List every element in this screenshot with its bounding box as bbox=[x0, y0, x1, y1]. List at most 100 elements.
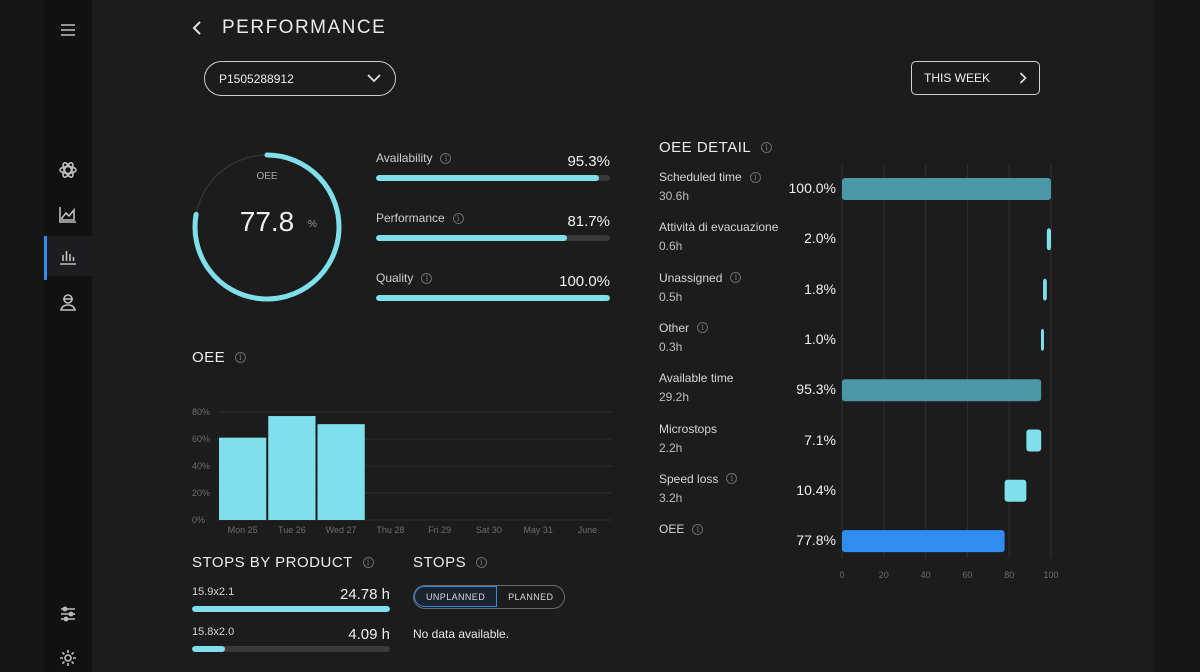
main-content: PERFORMANCE P1505288912 THIS WEEK OEE 77… bbox=[92, 0, 1154, 672]
oee-detail-title: OEE DETAIL i bbox=[659, 139, 773, 156]
tab-unplanned[interactable]: UNPLANNED bbox=[414, 586, 498, 607]
info-icon[interactable]: i bbox=[726, 473, 738, 485]
menu-button[interactable] bbox=[44, 10, 92, 50]
sidebar-item-bar-chart[interactable] bbox=[44, 236, 92, 280]
detail-percent: 77.8% bbox=[796, 532, 836, 549]
detail-bar bbox=[1004, 479, 1027, 502]
detail-hours: 2.2h bbox=[659, 440, 683, 455]
stops-by-product-title-text: STOPS BY PRODUCT bbox=[192, 554, 353, 571]
detail-percent: 95.3% bbox=[796, 381, 836, 398]
oee-gauge-value: 77.8 bbox=[239, 206, 295, 237]
chevron-right-icon bbox=[1019, 72, 1027, 84]
oee-x-tick-label: Tue 26 bbox=[278, 525, 306, 535]
oee-bar bbox=[268, 416, 316, 520]
info-icon[interactable]: i bbox=[749, 171, 761, 183]
oee-x-tick-label: May 31 bbox=[523, 525, 553, 535]
info-icon[interactable]: i bbox=[692, 523, 704, 535]
metric-label-text: Quality bbox=[376, 271, 414, 285]
sidebar-item-atom[interactable] bbox=[44, 150, 92, 190]
info-icon[interactable]: i bbox=[730, 272, 742, 284]
oee-x-tick-label: Wed 27 bbox=[326, 525, 357, 535]
metric-performance: Performance i 81.7% bbox=[376, 211, 610, 261]
metric-label-text: Performance bbox=[376, 211, 445, 225]
period-label: THIS WEEK bbox=[924, 71, 991, 85]
product-stop-track bbox=[192, 606, 390, 612]
chevron-down-icon bbox=[367, 74, 381, 83]
oee-bar bbox=[219, 437, 267, 520]
detail-label-text: Available time bbox=[659, 371, 734, 386]
device-frame-right bbox=[1154, 0, 1200, 672]
oee-bar bbox=[317, 424, 365, 520]
sidebar-item-settings[interactable] bbox=[44, 638, 92, 672]
detail-label-text: OEE bbox=[659, 522, 685, 537]
detail-label: Speed loss i bbox=[659, 472, 738, 486]
oee-detail-row: OEE i bbox=[659, 522, 839, 562]
detail-percent: 100.0% bbox=[788, 180, 836, 196]
info-icon[interactable]: i bbox=[235, 352, 247, 363]
oee-y-tick-label: 60% bbox=[192, 434, 210, 444]
sidebar-item-operator[interactable] bbox=[44, 282, 92, 322]
metric-availability: Availability i 95.3% bbox=[376, 151, 610, 201]
stops-type-toggle: UNPLANNED PLANNED bbox=[413, 585, 566, 609]
detail-bar bbox=[1026, 429, 1042, 452]
bar-chart-icon bbox=[60, 251, 76, 265]
info-icon[interactable]: i bbox=[697, 322, 709, 334]
sliders-icon bbox=[61, 606, 75, 622]
info-icon[interactable]: i bbox=[421, 272, 433, 284]
machine-select[interactable]: P1505288912 bbox=[204, 61, 396, 96]
product-stop-row[interactable]: 15.8x2.0 4.09 h bbox=[192, 626, 390, 662]
device-frame-left bbox=[0, 0, 44, 672]
product-stop-row[interactable]: 15.9x2.1 24.78 h bbox=[192, 586, 390, 622]
back-button[interactable] bbox=[192, 14, 206, 42]
info-icon[interactable]: i bbox=[362, 557, 374, 568]
detail-bar bbox=[842, 379, 1042, 402]
sidebar-item-sliders[interactable] bbox=[44, 594, 92, 634]
metric-value: 100.0% bbox=[559, 273, 610, 290]
info-icon[interactable]: i bbox=[761, 142, 773, 153]
detail-percent: 10.4% bbox=[796, 481, 836, 498]
sidebar bbox=[44, 0, 92, 672]
oee-y-tick-label: 40% bbox=[192, 461, 210, 471]
oee-y-tick-label: 0% bbox=[192, 515, 205, 525]
sidebar-item-area-chart[interactable] bbox=[44, 194, 92, 234]
metric-label: Availability i bbox=[376, 151, 452, 165]
metric-label: Quality i bbox=[376, 271, 433, 285]
oee-detail-row: Microstops 2.2h bbox=[659, 422, 839, 462]
oee-detail-row: Speed loss i 3.2h bbox=[659, 472, 839, 512]
detail-hours: 0.3h bbox=[659, 339, 683, 354]
tab-planned[interactable]: PLANNED bbox=[508, 591, 554, 602]
detail-label: Other i bbox=[659, 320, 709, 335]
oee-x-tick-label: Fri 29 bbox=[428, 525, 451, 535]
detail-label: Attività di evacuazione bbox=[659, 220, 778, 234]
oee-bar-chart: 0% 20% 40% 60% 80% Mon 25 Tue 26 Wed 27 Thu 28 Fr… bbox=[192, 407, 612, 535]
metric-fill bbox=[376, 235, 568, 241]
oee-detail-chart: 0 20 40 60 80 100 bbox=[839, 164, 1059, 580]
detail-bar bbox=[1043, 278, 1047, 301]
detail-hours: 0.6h bbox=[659, 239, 683, 254]
oee-x-tick-label: Sat 30 bbox=[476, 525, 502, 535]
oee-gauge-unit: % bbox=[308, 219, 317, 230]
detail-label-text: Unassigned bbox=[659, 270, 723, 285]
oee-x-tick-label: June bbox=[578, 525, 598, 535]
detail-bar bbox=[1046, 228, 1051, 251]
oee-detail-row: Scheduled time i 30.6h bbox=[659, 170, 839, 210]
oee-x-tick-label: Mon 25 bbox=[228, 525, 258, 535]
detail-label: Microstops bbox=[659, 422, 717, 436]
period-button[interactable]: THIS WEEK bbox=[911, 61, 1040, 95]
info-icon[interactable]: i bbox=[452, 212, 464, 224]
detail-label-text: Other bbox=[659, 320, 690, 335]
metric-fill bbox=[376, 295, 610, 301]
detail-label-text: Attività di evacuazione bbox=[659, 220, 779, 235]
page-title: PERFORMANCE bbox=[222, 17, 387, 38]
detail-x-tick-label: 60 bbox=[962, 570, 972, 580]
product-stop-fill bbox=[192, 606, 390, 612]
product-stop-track bbox=[192, 646, 390, 652]
oee-y-tick-label: 20% bbox=[192, 488, 210, 498]
oee-detail-row: Attività di evacuazione 0.6h bbox=[659, 220, 839, 260]
info-icon[interactable]: i bbox=[476, 557, 488, 568]
info-icon[interactable]: i bbox=[440, 152, 452, 164]
oee-section-title-text: OEE bbox=[192, 349, 226, 366]
detail-bar bbox=[842, 530, 1005, 553]
hamburger-icon bbox=[61, 24, 75, 36]
detail-hours: 0.5h bbox=[659, 289, 683, 304]
